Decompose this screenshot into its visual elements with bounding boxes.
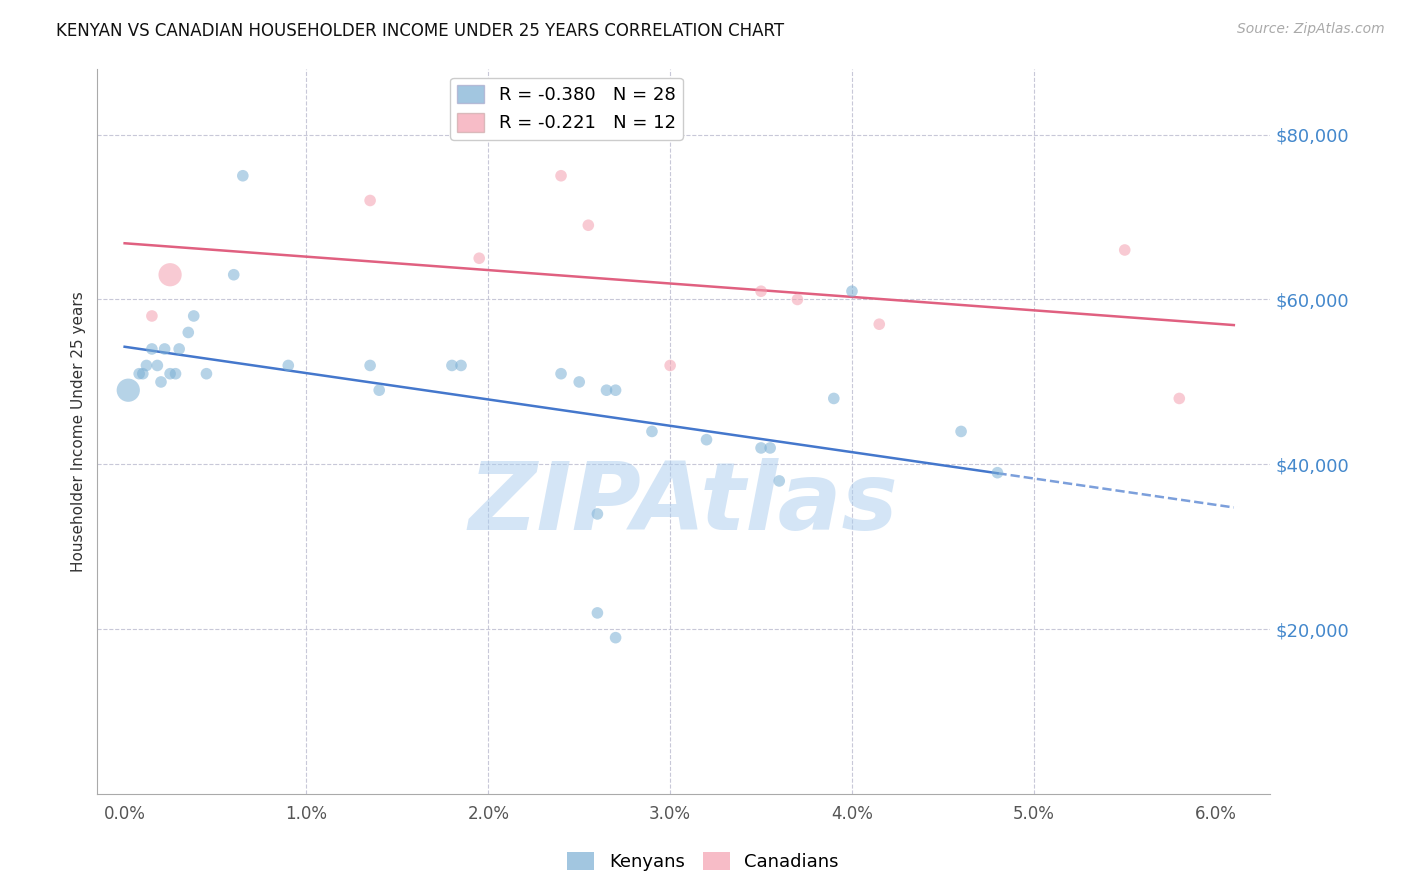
Point — [232, 169, 254, 183]
Point — [950, 425, 973, 439]
Point — [759, 441, 782, 455]
Point — [135, 359, 157, 373]
Point — [768, 474, 790, 488]
Point — [749, 441, 772, 455]
Point — [550, 169, 572, 183]
Point — [595, 383, 617, 397]
Point — [359, 194, 381, 208]
Point — [440, 359, 463, 373]
Point — [159, 367, 181, 381]
Point — [150, 375, 173, 389]
Y-axis label: Householder Income Under 25 years: Householder Income Under 25 years — [72, 291, 86, 572]
Point — [277, 359, 299, 373]
Point — [1114, 243, 1136, 257]
Point — [141, 342, 163, 356]
Point — [195, 367, 218, 381]
Text: Source: ZipAtlas.com: Source: ZipAtlas.com — [1237, 22, 1385, 37]
Text: KENYAN VS CANADIAN HOUSEHOLDER INCOME UNDER 25 YEARS CORRELATION CHART: KENYAN VS CANADIAN HOUSEHOLDER INCOME UN… — [56, 22, 785, 40]
Point — [222, 268, 245, 282]
Point — [641, 425, 664, 439]
Point — [823, 392, 845, 406]
Point — [468, 251, 491, 265]
Point — [177, 326, 200, 340]
Legend: R = -0.380   N = 28, R = -0.221   N = 12: R = -0.380 N = 28, R = -0.221 N = 12 — [450, 78, 683, 140]
Point — [550, 367, 572, 381]
Point — [159, 268, 181, 282]
Point — [128, 367, 150, 381]
Point — [841, 284, 863, 298]
Point — [749, 284, 772, 298]
Point — [605, 631, 627, 645]
Point — [141, 309, 163, 323]
Point — [146, 359, 169, 373]
Point — [183, 309, 205, 323]
Point — [695, 433, 717, 447]
Point — [132, 367, 155, 381]
Point — [868, 317, 890, 331]
Point — [153, 342, 176, 356]
Point — [117, 383, 139, 397]
Point — [1168, 392, 1191, 406]
Point — [450, 359, 472, 373]
Point — [568, 375, 591, 389]
Point — [586, 507, 609, 521]
Point — [659, 359, 682, 373]
Point — [165, 367, 187, 381]
Legend: Kenyans, Canadians: Kenyans, Canadians — [560, 845, 846, 879]
Point — [359, 359, 381, 373]
Point — [586, 606, 609, 620]
Point — [576, 219, 599, 233]
Point — [167, 342, 190, 356]
Point — [786, 293, 808, 307]
Text: ZIPAtlas: ZIPAtlas — [470, 458, 898, 550]
Point — [986, 466, 1008, 480]
Point — [368, 383, 391, 397]
Point — [605, 383, 627, 397]
